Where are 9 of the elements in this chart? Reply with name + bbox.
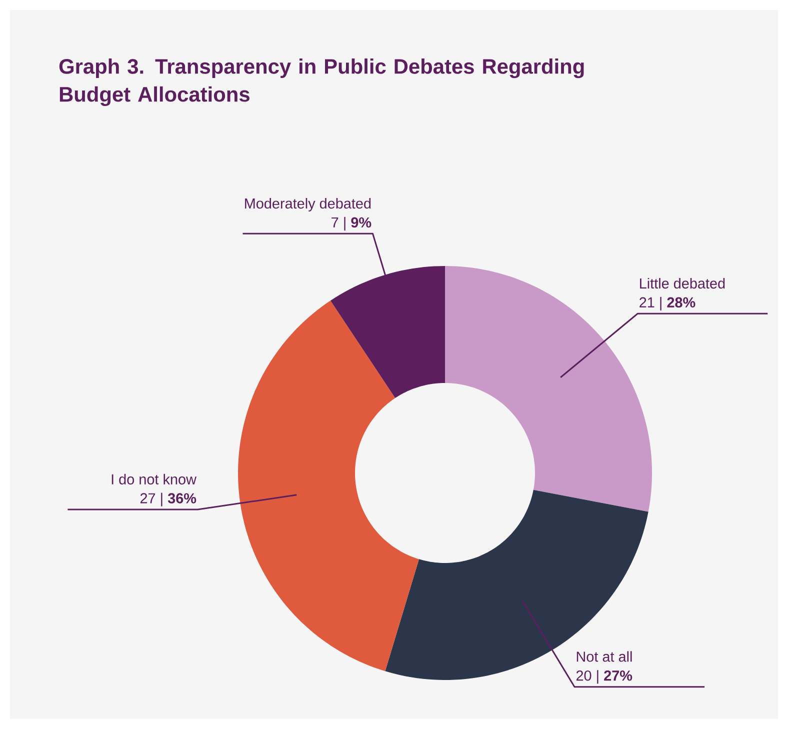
data-label: 21 | 28% xyxy=(640,296,696,310)
data-label: 27 | 36% xyxy=(140,492,196,506)
chart-title: Graph 3. Transparency in Public Debates Regarding Budget Allocations xyxy=(59,58,584,106)
slice-label: Little debated xyxy=(640,278,725,289)
data-label: 20 | 27% xyxy=(576,670,632,684)
slice-label: Moderately debated xyxy=(245,198,371,212)
slice-label: I do not know xyxy=(112,474,197,484)
slice-label: Not at all xyxy=(576,651,632,662)
data-label: 7 | 9% xyxy=(332,216,372,230)
